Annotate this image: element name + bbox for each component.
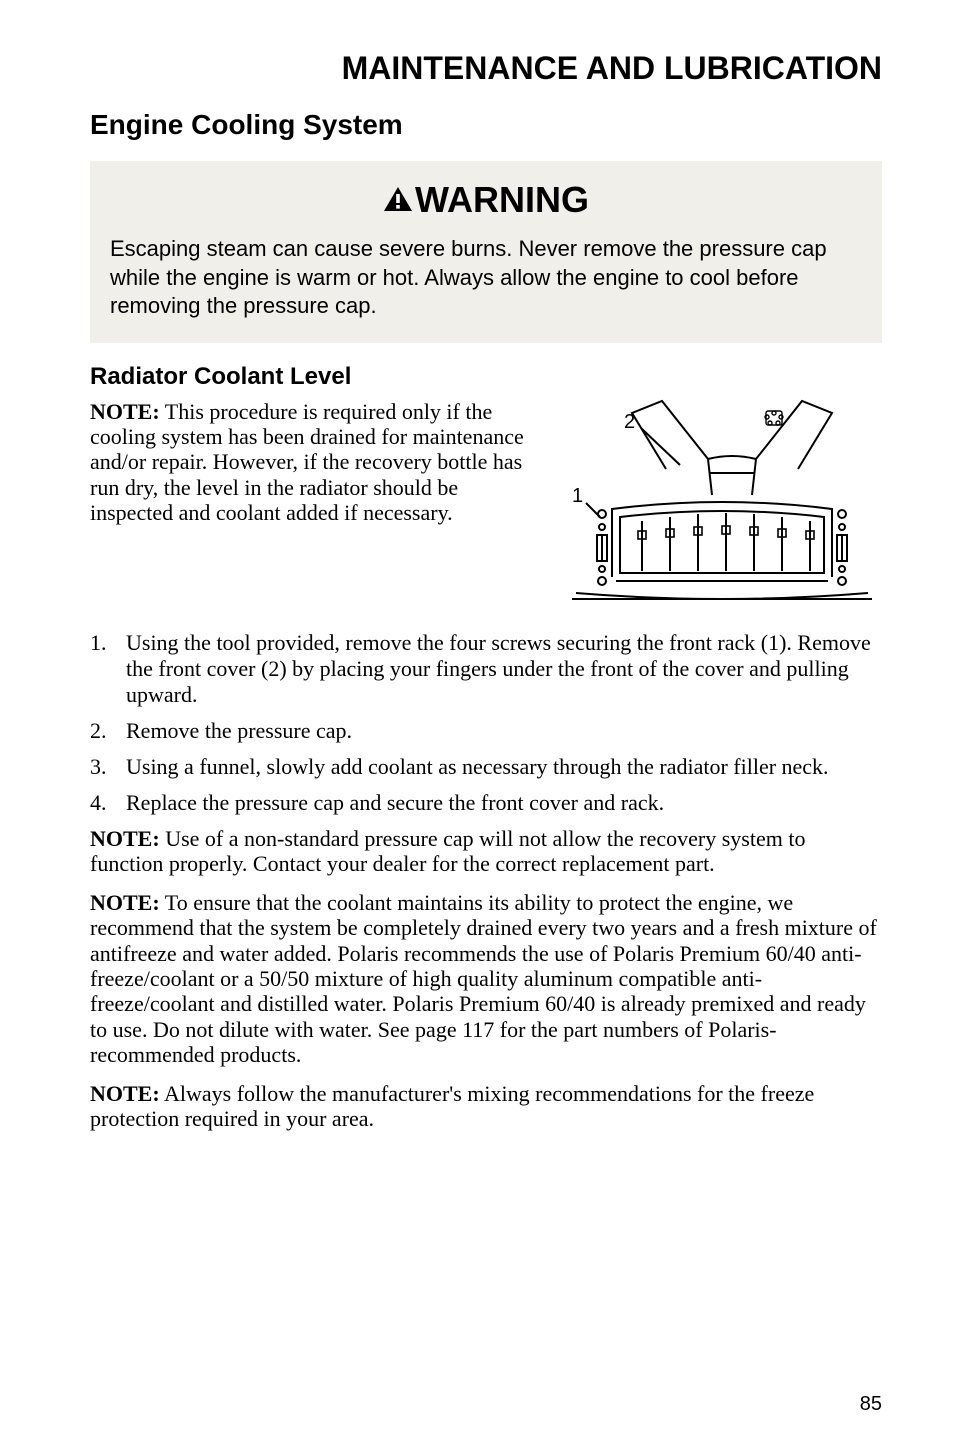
warning-body: Escaping steam can cause severe burns. N…	[110, 235, 862, 321]
diagram-callout-1: 1	[572, 485, 583, 508]
radiator-diagram: 1 2	[562, 399, 882, 624]
note-label: NOTE:	[90, 826, 160, 851]
procedure-steps: Using the tool provided, remove the four…	[90, 630, 882, 816]
warning-box: WARNING Escaping steam can cause severe …	[90, 161, 882, 343]
step-1: Using the tool provided, remove the four…	[90, 630, 882, 708]
note-3-text: Always follow the manufacturer's mixing …	[90, 1081, 814, 1131]
warning-title: WARNING	[110, 179, 862, 221]
note-2-text: To ensure that the coolant maintains its…	[90, 890, 877, 1067]
note-1-text: Use of a non-standard pressure cap will …	[90, 826, 805, 876]
section-title: Engine Cooling System	[90, 109, 882, 141]
warning-triangle-icon	[383, 179, 413, 221]
note-1: NOTE: Use of a non-standard pressure cap…	[90, 826, 882, 877]
step-4: Replace the pressure cap and secure the …	[90, 790, 882, 816]
note-label: NOTE:	[90, 399, 160, 424]
diagram-callout-2: 2	[624, 411, 635, 434]
page-number: 85	[860, 1393, 882, 1416]
step-3: Using a funnel, slowly add coolant as ne…	[90, 754, 882, 780]
main-title: MAINTENANCE AND LUBRICATION	[90, 50, 882, 87]
warning-title-text: WARNING	[415, 179, 589, 220]
note-3: NOTE: Always follow the manufacturer's m…	[90, 1081, 882, 1132]
note-label: NOTE:	[90, 1081, 160, 1106]
step-2: Remove the pressure cap.	[90, 718, 882, 744]
subsection-title: Radiator Coolant Level	[90, 363, 882, 391]
note-intro: NOTE: This procedure is required only if…	[90, 399, 544, 624]
note-label: NOTE:	[90, 890, 160, 915]
note-2: NOTE: To ensure that the coolant maintai…	[90, 890, 882, 1067]
